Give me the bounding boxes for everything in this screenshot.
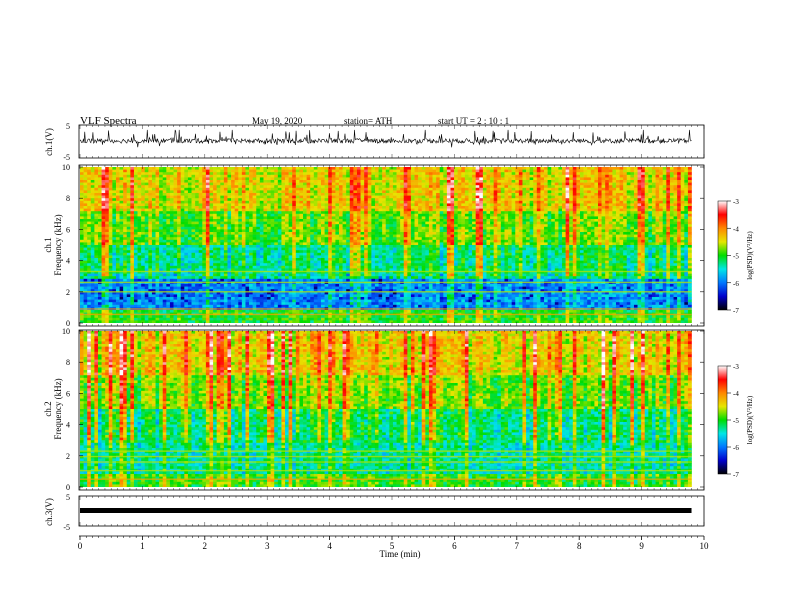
ch3-ytick-label: -5 — [63, 523, 70, 532]
ch1-ytick-label: 5 — [66, 122, 70, 131]
x-tick-label: 9 — [639, 541, 644, 551]
spec1-ytick-label: 2 — [66, 288, 70, 297]
spec2-ytick-label: 8 — [66, 358, 70, 367]
colorbar-tick-label: -5 — [733, 417, 739, 425]
x-tick-label: 5 — [390, 541, 395, 551]
x-tick-label: 1 — [140, 541, 145, 551]
x-tick-label: 10 — [700, 541, 710, 551]
x-tick-label: 7 — [515, 541, 520, 551]
ch3-ytick-label: 5 — [66, 493, 70, 502]
narrowband-line — [80, 450, 692, 452]
spec1-ytick-label: 8 — [66, 194, 70, 203]
spec2-ylabel-frequency: Frequency (kHz) — [53, 378, 63, 439]
spec2-ylabel-channel: ch.2 — [43, 401, 53, 416]
spec1-ytick-label: 10 — [62, 163, 70, 172]
x-axis: 0 1 2 3 4 5 6 7 8 9 10 — [78, 125, 709, 551]
x-tick-label: 2 — [203, 541, 208, 551]
ch1-waveform-frame — [78, 124, 705, 159]
figure-title: VLF Spectra — [80, 115, 137, 127]
colorbar-tick-label: -3 — [733, 363, 739, 371]
spec1-ytick-label: 4 — [66, 257, 70, 266]
spec2-ytick-label: 10 — [62, 327, 70, 336]
ch1-colorbar: -3 -4 -5 -6 -7 log(PSD)(V²/Hz) — [717, 198, 754, 315]
x-axis-label: Time (min) — [380, 549, 421, 559]
spec2-ytick-label: 4 — [66, 421, 70, 430]
ch1-spectrogram-cells — [80, 167, 692, 323]
date-label: May 19, 2020 — [252, 116, 303, 126]
ch1-ytick-label: -5 — [63, 153, 70, 162]
narrowband-line — [80, 308, 692, 310]
colorbar-gradient — [717, 365, 728, 475]
colorbar-tick-label: -7 — [733, 471, 739, 479]
ch3-waveform-trace — [80, 508, 692, 513]
x-tick-label: 4 — [327, 541, 332, 551]
start-time-label: start UT = 2 : 10 : 1 — [438, 116, 509, 126]
narrowband-line — [80, 478, 692, 480]
colorbar-tick-label: -3 — [733, 198, 739, 206]
ch1-spectrogram-frame — [78, 164, 705, 327]
colorbar-tick-label: -7 — [733, 307, 739, 315]
x-tick-label: 3 — [265, 541, 270, 551]
colorbar-tick-label: -5 — [733, 253, 739, 261]
ch1-waveform-trace — [80, 129, 692, 148]
colorbar-tick-label: -6 — [733, 280, 739, 288]
ch2-spectrogram-frame — [78, 329, 705, 491]
narrowband-line — [80, 313, 692, 316]
spec2-ytick-label: 0 — [66, 483, 70, 492]
colorbar-tick-label: -4 — [733, 225, 739, 233]
narrowband-line — [80, 455, 692, 458]
spec1-ytick-label: 0 — [66, 319, 70, 328]
spec2-ytick-label: 6 — [66, 389, 70, 398]
ch1-waveform-ylabel: ch.1(V) — [44, 128, 54, 156]
colorbar-label: log(PSD)(V²/Hz) — [746, 395, 754, 444]
x-tick-label: 0 — [78, 541, 83, 551]
narrowband-line — [80, 469, 692, 472]
colorbar-gradient — [717, 200, 728, 311]
spec1-ylabel-channel: ch.1 — [43, 237, 53, 252]
ch2-colorbar: -3 -4 -5 -6 -7 log(PSD)(V²/Hz) — [717, 363, 754, 479]
colorbar-tick-label: -6 — [733, 444, 739, 452]
x-tick-label: 6 — [452, 541, 457, 551]
ch2-spectrogram-cells — [80, 331, 692, 487]
station-label: station= ATH — [344, 116, 393, 126]
colorbar-tick-label: -4 — [733, 390, 739, 398]
ch3-waveform-ylabel: ch.3(V) — [44, 498, 54, 526]
ch3-waveform-frame — [78, 495, 705, 527]
narrowband-line — [80, 281, 692, 284]
narrowband-line — [80, 291, 692, 293]
x-tick-label: 8 — [577, 541, 582, 551]
colorbar-label: log(PSD)(V²/Hz) — [746, 231, 754, 280]
narrowband-line — [80, 270, 692, 273]
spec1-ytick-label: 6 — [66, 225, 70, 234]
spec1-ylabel-frequency: Frequency (kHz) — [53, 214, 63, 275]
narrowband-line — [80, 461, 692, 463]
spec2-ytick-label: 2 — [66, 452, 70, 461]
